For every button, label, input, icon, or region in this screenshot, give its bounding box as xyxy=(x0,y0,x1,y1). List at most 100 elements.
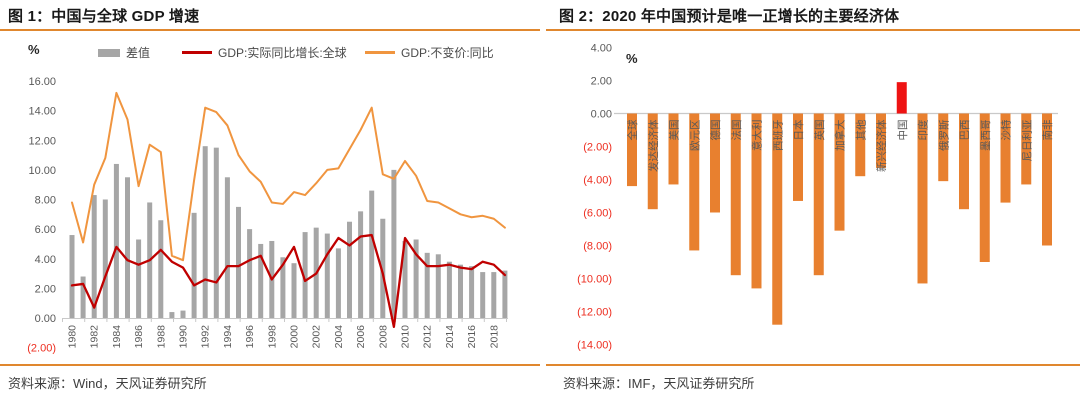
year-label: 1996 xyxy=(244,325,256,349)
diff-bar xyxy=(91,195,97,318)
y-axis-labels: 16.00 14.00 12.00 10.00 8.00 6.00 4.00 2.00 0.00… xyxy=(27,76,56,355)
year-label: 1988 xyxy=(155,325,167,349)
category-label: 印度 xyxy=(917,119,930,140)
economy-bar xyxy=(917,113,928,284)
category-label: 日本 xyxy=(792,119,805,140)
year-label: 1998 xyxy=(266,325,278,349)
category-label: 法国 xyxy=(730,120,743,141)
economy-bar xyxy=(1000,113,1011,203)
diff-bar xyxy=(358,211,364,318)
economy-bar xyxy=(959,113,969,210)
y-tick-label: 4.00 xyxy=(35,254,56,266)
economy-bar xyxy=(730,113,741,276)
y-tick-label: 2.00 xyxy=(591,76,612,88)
china-highlight-bar xyxy=(896,82,907,114)
y-tick-label: (12.00) xyxy=(577,307,612,319)
diff-bar xyxy=(413,239,419,318)
category-label: 意大利 xyxy=(751,120,764,152)
x-axis-labels: 1980 1982 1984 1986 1988 1990 1992 1994 1996 1998… xyxy=(67,325,501,349)
figure-2-unit-label: % xyxy=(626,51,638,66)
diff-bar xyxy=(169,312,175,318)
diff-bar xyxy=(258,243,264,318)
y-tick-label: 14.00 xyxy=(28,106,56,118)
year-label: 2008 xyxy=(377,325,389,349)
diff-bar xyxy=(247,229,253,318)
diff-bars xyxy=(69,146,508,318)
diff-bar xyxy=(280,257,286,318)
category-label: 墨西哥 xyxy=(980,120,992,152)
category-label: 其他 xyxy=(854,119,867,140)
economy-bars xyxy=(627,82,1052,325)
year-label: 2006 xyxy=(355,325,367,349)
y-tick-label: (4.00) xyxy=(583,175,612,187)
figure-1-source: 资料来源：Wind，天风证券研究所 xyxy=(8,376,207,391)
legend-label-diff: 差值 xyxy=(126,46,151,60)
diff-bar xyxy=(402,240,408,318)
diff-bar xyxy=(236,206,241,318)
legend-item-world-gdp: GDP:实际同比增长:全球 xyxy=(182,44,347,61)
figure-2-source-rule xyxy=(546,364,1080,366)
legend-item-diff: 差值 xyxy=(98,44,150,61)
diff-bar xyxy=(469,266,475,318)
diff-bar xyxy=(347,221,352,318)
year-label: 1990 xyxy=(178,325,190,349)
figure-2-title-rule xyxy=(546,29,1080,31)
category-label: 俄罗斯 xyxy=(937,119,950,151)
category-label: 巴西 xyxy=(959,120,971,141)
economy-bar xyxy=(710,113,720,213)
category-label: 欧元区 xyxy=(689,120,701,152)
diff-bar xyxy=(125,177,130,318)
figure-2-panel: 图 2：2020 年中国预计是唯一正增长的主要经济体 % 4.00 2.00 0.0… xyxy=(546,0,1080,402)
category-label: 全球 xyxy=(626,119,639,140)
y-tick-label: 0.00 xyxy=(591,109,612,121)
y-tick-label: 4.00 xyxy=(591,43,612,55)
diff-bar xyxy=(335,248,341,318)
economy-bar xyxy=(979,113,990,262)
diff-bar xyxy=(458,264,463,318)
economy-bar xyxy=(855,113,866,177)
category-labels: 全球 发达经济体 美国 欧元区 德国 法国 意大利 西班牙 日本 英国 加拿大 其他 新兴经济体 中国 印度… xyxy=(626,119,1054,172)
year-label: 2000 xyxy=(289,325,301,349)
china-gdp-line xyxy=(71,91,506,262)
year-label: 1994 xyxy=(222,325,234,349)
diff-bar xyxy=(446,261,452,318)
diff-bar xyxy=(69,235,75,318)
y-axis-labels: 4.00 2.00 0.00 (2.00) (4.00) (6.00) (8.00) (10.… xyxy=(577,43,612,352)
diff-bar xyxy=(224,177,230,318)
diff-bar xyxy=(480,272,486,318)
year-label: 1980 xyxy=(67,325,79,349)
x-axis-ticks xyxy=(62,318,507,322)
category-label: 美国 xyxy=(668,120,681,141)
category-label: 尼日利亚 xyxy=(1021,119,1033,161)
diff-bar xyxy=(302,232,308,318)
diff-bar xyxy=(158,220,164,318)
y-tick-label: 2.00 xyxy=(35,283,56,295)
economy-bar xyxy=(793,113,803,201)
figure-2-title: 图 2：2020 年中国预计是唯一正增长的主要经济体 xyxy=(559,8,900,25)
year-label: 1982 xyxy=(89,325,101,349)
category-label: 西班牙 xyxy=(772,120,784,152)
year-label: 1984 xyxy=(111,325,123,349)
diff-bar xyxy=(202,146,208,318)
y-tick-label: (6.00) xyxy=(583,208,612,220)
economy-bar xyxy=(938,113,949,182)
diff-bar xyxy=(391,169,397,318)
economy-bar xyxy=(834,113,845,231)
world-gdp-line xyxy=(70,233,507,329)
year-label: 2010 xyxy=(400,325,412,349)
year-label: 1992 xyxy=(200,325,212,349)
economy-bar xyxy=(772,113,783,325)
y-tick-label: (14.00) xyxy=(577,340,612,352)
year-label: 2004 xyxy=(333,325,345,349)
diff-bar-swatch xyxy=(98,48,120,57)
diff-bar xyxy=(491,272,497,318)
y-tick-label: 8.00 xyxy=(35,195,56,207)
category-label: 中国 xyxy=(896,120,909,141)
economy-bar xyxy=(813,113,824,276)
category-label: 英国 xyxy=(813,120,826,141)
category-label: 新兴经济体 xyxy=(875,119,888,172)
diff-bar xyxy=(324,233,330,318)
figure-1-title-rule xyxy=(0,29,540,31)
y-tick-label: (2.00) xyxy=(27,343,56,355)
figure-1-unit-label: % xyxy=(28,42,40,57)
